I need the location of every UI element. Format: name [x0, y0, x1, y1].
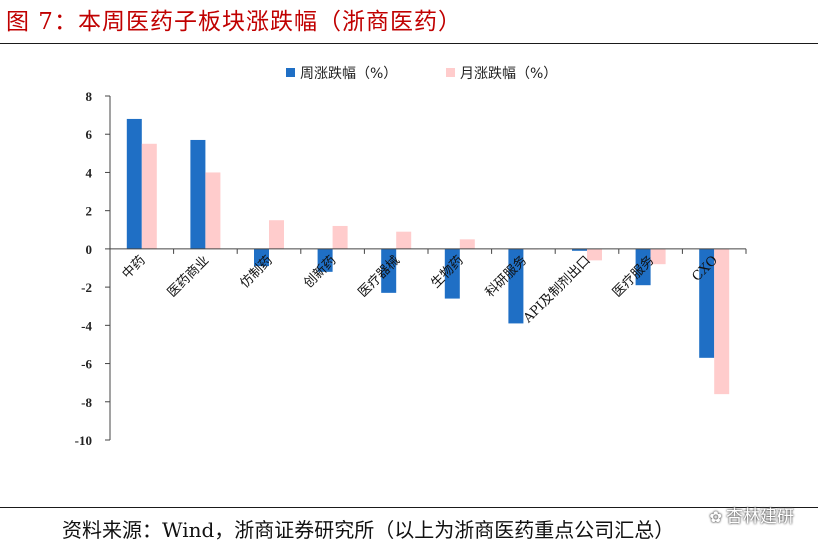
y-tick-label: -4: [81, 318, 92, 333]
y-tick-label: 2: [86, 204, 93, 219]
bar-week-3: [254, 248, 269, 267]
bar-month-2: [205, 172, 221, 249]
y-tick-label: 0: [86, 242, 93, 257]
bar-week-4: [317, 248, 333, 272]
watermark: ✿ 杏林建研: [709, 502, 794, 527]
y-tick-label: -2: [81, 280, 92, 295]
y-tick-label: 4: [86, 165, 93, 180]
category-label-8: API及制剂出口: [520, 253, 594, 327]
bar-month-1: [141, 143, 157, 249]
bar-week-2: [190, 139, 206, 249]
source-note: 资料来源：Wind，浙商证券研究所（以上为浙商医药重点公司汇总）: [62, 518, 675, 542]
bar-month-6: [459, 239, 475, 249]
legend-swatch-2: [446, 68, 455, 77]
y-tick-label: 6: [86, 127, 93, 142]
bar-week-8: [572, 248, 587, 251]
bar-week-1: [126, 118, 142, 249]
bar-month-10: [714, 248, 730, 395]
bar-month-8: [587, 248, 602, 261]
bottom-rule: [0, 507, 818, 508]
y-tick-label: -10: [75, 433, 92, 448]
figure-title: 图 7：本周医药子板块涨跌幅（浙商医药）: [6, 9, 462, 35]
category-label-2: 医药商业: [165, 253, 212, 300]
legend-swatch-1: [286, 68, 295, 77]
legend-label-2: 月涨跌幅（%）: [460, 66, 557, 82]
bar-week-10: [699, 248, 715, 358]
bar-week-6: [444, 248, 460, 299]
y-tick-label: -6: [81, 357, 92, 372]
y-tick-label: -8: [81, 395, 92, 410]
bar-week-7: [508, 248, 524, 324]
top-rule: [0, 43, 818, 44]
bar-month-4: [332, 225, 348, 249]
y-tick-label: 8: [86, 89, 93, 104]
bar-month-3: [269, 220, 284, 249]
bar-chart: 周涨跌幅（%） 月涨跌幅（%）86420-2-4-6-8-10中药 医药商业 仿制药创…: [75, 66, 747, 448]
legend-label-1: 周涨跌幅（%）: [300, 66, 397, 82]
bar-month-5: [396, 231, 412, 249]
bar-week-5: [381, 248, 397, 293]
watermark-text: 杏林建研: [726, 507, 794, 527]
bar-week-9: [635, 248, 651, 286]
category-label-1: 中药: [120, 253, 149, 282]
wechat-icon: ✿: [709, 508, 722, 526]
bar-month-9: [650, 248, 666, 265]
